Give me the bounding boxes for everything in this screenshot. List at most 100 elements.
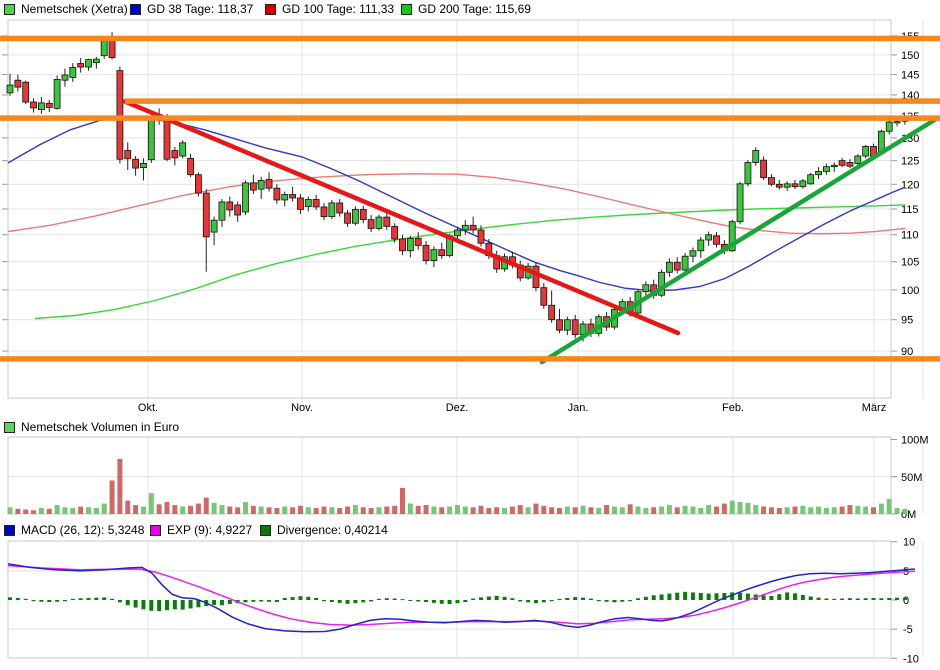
candle-body xyxy=(351,209,359,224)
candle-body xyxy=(265,179,273,189)
volume-bar xyxy=(54,505,60,514)
volume-bar xyxy=(627,504,633,514)
volume-bar xyxy=(863,506,869,514)
volume-bar xyxy=(855,505,861,514)
candle xyxy=(116,66,124,164)
volume-bar xyxy=(808,507,814,514)
divergence-bar xyxy=(117,600,122,603)
divergence-bar xyxy=(581,597,586,600)
candle xyxy=(187,153,194,178)
divergence-bar xyxy=(110,598,115,600)
divergence-bar xyxy=(329,600,334,603)
divergence-bar xyxy=(879,598,884,600)
volume-bar xyxy=(180,506,186,514)
divergence-bar xyxy=(840,598,845,600)
divergence-bar xyxy=(165,600,169,611)
price-axis-label: 145 xyxy=(901,70,919,82)
candle-body xyxy=(563,319,571,331)
candle-body xyxy=(100,40,108,57)
divergence-bar xyxy=(196,600,201,608)
divergence-bar xyxy=(23,598,28,600)
volume-bar xyxy=(62,507,68,514)
divergence-bar xyxy=(518,600,523,602)
candle xyxy=(297,194,304,215)
candle xyxy=(399,234,406,256)
divergence-bar xyxy=(455,600,460,604)
volume-bar xyxy=(478,505,484,514)
candle-body xyxy=(689,250,697,257)
price-axis-label: 125 xyxy=(901,156,919,168)
candle-body xyxy=(548,304,556,321)
volume-bar xyxy=(109,480,115,514)
candle-body xyxy=(171,150,179,159)
candle xyxy=(752,147,760,166)
divergence-bar xyxy=(604,600,609,602)
candle xyxy=(422,241,430,265)
candle-body xyxy=(422,244,430,261)
candle xyxy=(92,56,100,69)
candle-body xyxy=(477,229,485,244)
legend-item-instrument: Nemetschek (Xetra) xyxy=(4,2,128,16)
volume-bar xyxy=(101,503,107,514)
candle xyxy=(775,179,783,190)
volume-bar xyxy=(125,500,131,514)
candle xyxy=(783,181,791,192)
candle-body xyxy=(642,284,650,293)
candle xyxy=(171,146,179,166)
volume-bar xyxy=(274,508,280,514)
candle-body xyxy=(697,239,705,252)
candle xyxy=(85,58,92,71)
candle xyxy=(53,75,61,110)
candle-body xyxy=(249,182,257,191)
candle-body xyxy=(163,116,171,160)
x-axis-month-label: Dez. xyxy=(446,402,469,414)
volume-bar xyxy=(31,510,37,514)
volume-bar xyxy=(745,502,751,514)
candle xyxy=(383,213,391,231)
divergence-bar xyxy=(643,596,648,600)
ma-line-gd100 xyxy=(7,173,906,235)
candle xyxy=(69,63,77,82)
divergence-bar xyxy=(690,592,695,600)
candle-body xyxy=(885,121,893,132)
gd200-swatch-icon xyxy=(401,3,412,15)
candle-body xyxy=(320,206,328,217)
divergence-bar xyxy=(78,598,83,600)
candle xyxy=(658,269,665,297)
candle-body xyxy=(862,146,870,157)
candle-body xyxy=(328,202,336,217)
candle-body xyxy=(846,162,854,167)
divergence-bar xyxy=(486,596,491,600)
candle-body xyxy=(666,261,673,273)
gd38-swatch-icon xyxy=(130,3,141,15)
divergence-bar xyxy=(62,600,67,602)
divergence-bar xyxy=(557,598,562,600)
volume-bar xyxy=(753,505,759,514)
divergence-bar xyxy=(863,598,868,600)
candle-body xyxy=(210,219,218,233)
candle-body xyxy=(359,209,367,221)
divergence-bar xyxy=(612,600,617,603)
volume-bar xyxy=(211,502,217,514)
candle-body xyxy=(22,81,30,103)
volume-bar xyxy=(502,508,508,514)
candle xyxy=(406,235,414,258)
candle-body xyxy=(69,67,77,78)
candle xyxy=(194,172,202,197)
candle xyxy=(140,158,147,181)
candle-body xyxy=(187,157,194,176)
candle-body xyxy=(194,174,202,194)
divergence-bar xyxy=(502,596,507,600)
candle xyxy=(351,206,359,226)
candle xyxy=(815,167,822,180)
divergence-bar xyxy=(526,600,531,603)
candle-body xyxy=(61,74,69,81)
candle-body xyxy=(92,58,100,64)
divergence-bar xyxy=(447,600,452,605)
candle xyxy=(391,223,399,243)
volume-bar xyxy=(462,506,468,514)
candle-body xyxy=(406,238,414,252)
candle xyxy=(249,174,257,195)
candle xyxy=(273,184,281,204)
volume-bar xyxy=(541,505,547,514)
